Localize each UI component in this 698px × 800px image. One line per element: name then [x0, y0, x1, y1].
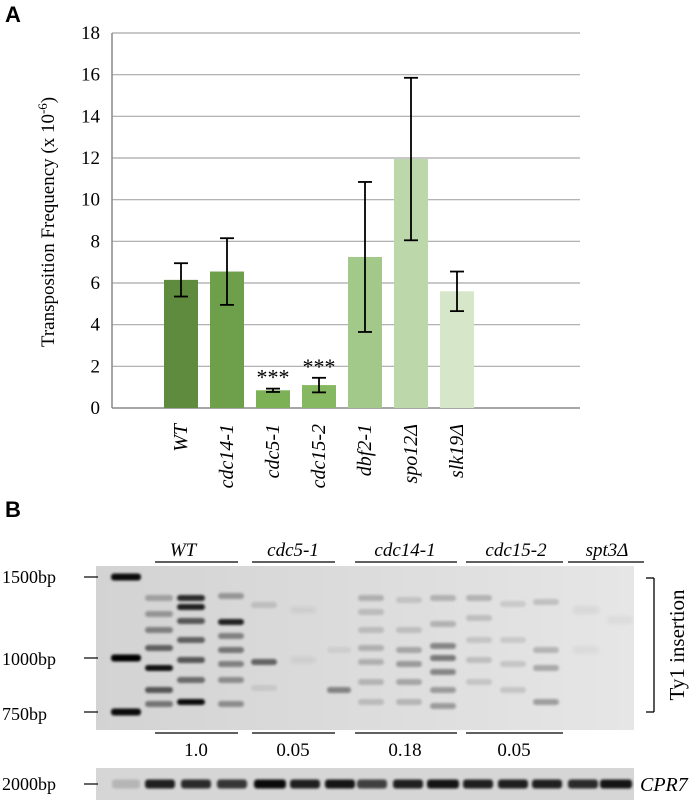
marker-750bp: 750bp: [2, 704, 47, 724]
significance-mark: ***: [303, 354, 336, 379]
quantification-ratios: 1.0 0.05 0.18 0.05: [155, 732, 563, 761]
error-bar: [404, 76, 418, 242]
marker-2000bp: 2000bp: [2, 774, 56, 794]
marker-1000bp: 1000bp: [2, 649, 56, 669]
bar: [164, 279, 198, 408]
error-bar: [266, 387, 280, 393]
ratio-cdc14: 0.18: [388, 740, 421, 761]
y-tick-label: 14: [81, 106, 101, 127]
marker-1500bp: 1500bp: [2, 567, 56, 587]
category-label: WT: [170, 422, 192, 452]
y-tick-label: 4: [91, 315, 101, 336]
error-bar: [174, 262, 188, 298]
ratio-cdc15: 0.05: [497, 740, 530, 761]
bar: [256, 390, 290, 408]
y-tick-label: 18: [81, 23, 100, 44]
ratio-cdc5: 0.05: [276, 740, 309, 761]
error-bar: [358, 181, 372, 333]
category-labels: WT cdc14-1 cdc5-1 cdc15-2 dbf2-1 spo12Δ slk19Δ: [170, 422, 468, 488]
y-tick-label: 0: [91, 398, 101, 419]
category-label: cdc14-1: [216, 424, 238, 488]
y-tick-label: 8: [91, 231, 101, 252]
category-label: spo12Δ: [400, 424, 422, 484]
ratio-wt: 1.0: [184, 740, 208, 761]
category-label: cdc15-2: [308, 424, 330, 488]
ty1-insertion-bracket: Ty1 insertion: [646, 577, 689, 713]
category-label: slk19Δ: [446, 424, 468, 478]
significance-mark: ***: [257, 365, 290, 390]
gel-group-label-wt: WT: [170, 540, 198, 561]
y-tick-label: 6: [91, 273, 101, 294]
panel-a-letter: A: [5, 2, 21, 27]
cpr7-control-gel: 2000bp CPR7: [2, 768, 689, 800]
gel-group-label-cdc14: cdc14-1: [374, 540, 435, 561]
y-axis-title: Transposition Frequency (x 10-6): [35, 97, 59, 347]
y-tick-labels: 0 2 4 6 8 10 12 14 16 18: [81, 23, 101, 419]
gel-size-markers: 1500bp 1000bp 750bp: [2, 567, 98, 724]
gel-group-label-cdc15: cdc15-2: [485, 540, 547, 561]
ty1-insertion-label: Ty1 insertion: [665, 589, 689, 701]
error-bars: [174, 76, 464, 394]
gel-group-labels: WT cdc5-1 cdc14-1 cdc15-2 spt3Δ: [155, 540, 644, 563]
error-bar: [220, 237, 234, 306]
panel-b-letter: B: [5, 497, 21, 522]
cpr7-label: CPR7: [640, 774, 689, 796]
category-label: dbf2-1: [354, 424, 376, 476]
y-tick-label: 2: [91, 356, 101, 377]
category-label: cdc5-1: [262, 424, 284, 478]
gel-group-label-cdc5: cdc5-1: [267, 540, 319, 561]
significance-marks: *** ***: [257, 354, 336, 390]
error-bar: [312, 376, 326, 394]
y-tick-label: 16: [81, 65, 100, 86]
y-tick-label: 12: [81, 148, 100, 169]
ty1-gel-image: [96, 566, 634, 730]
y-tick-label: 10: [81, 190, 100, 211]
error-bar: [450, 270, 464, 313]
gel-group-label-spt3: spt3Δ: [586, 540, 629, 561]
bar: [302, 385, 336, 408]
